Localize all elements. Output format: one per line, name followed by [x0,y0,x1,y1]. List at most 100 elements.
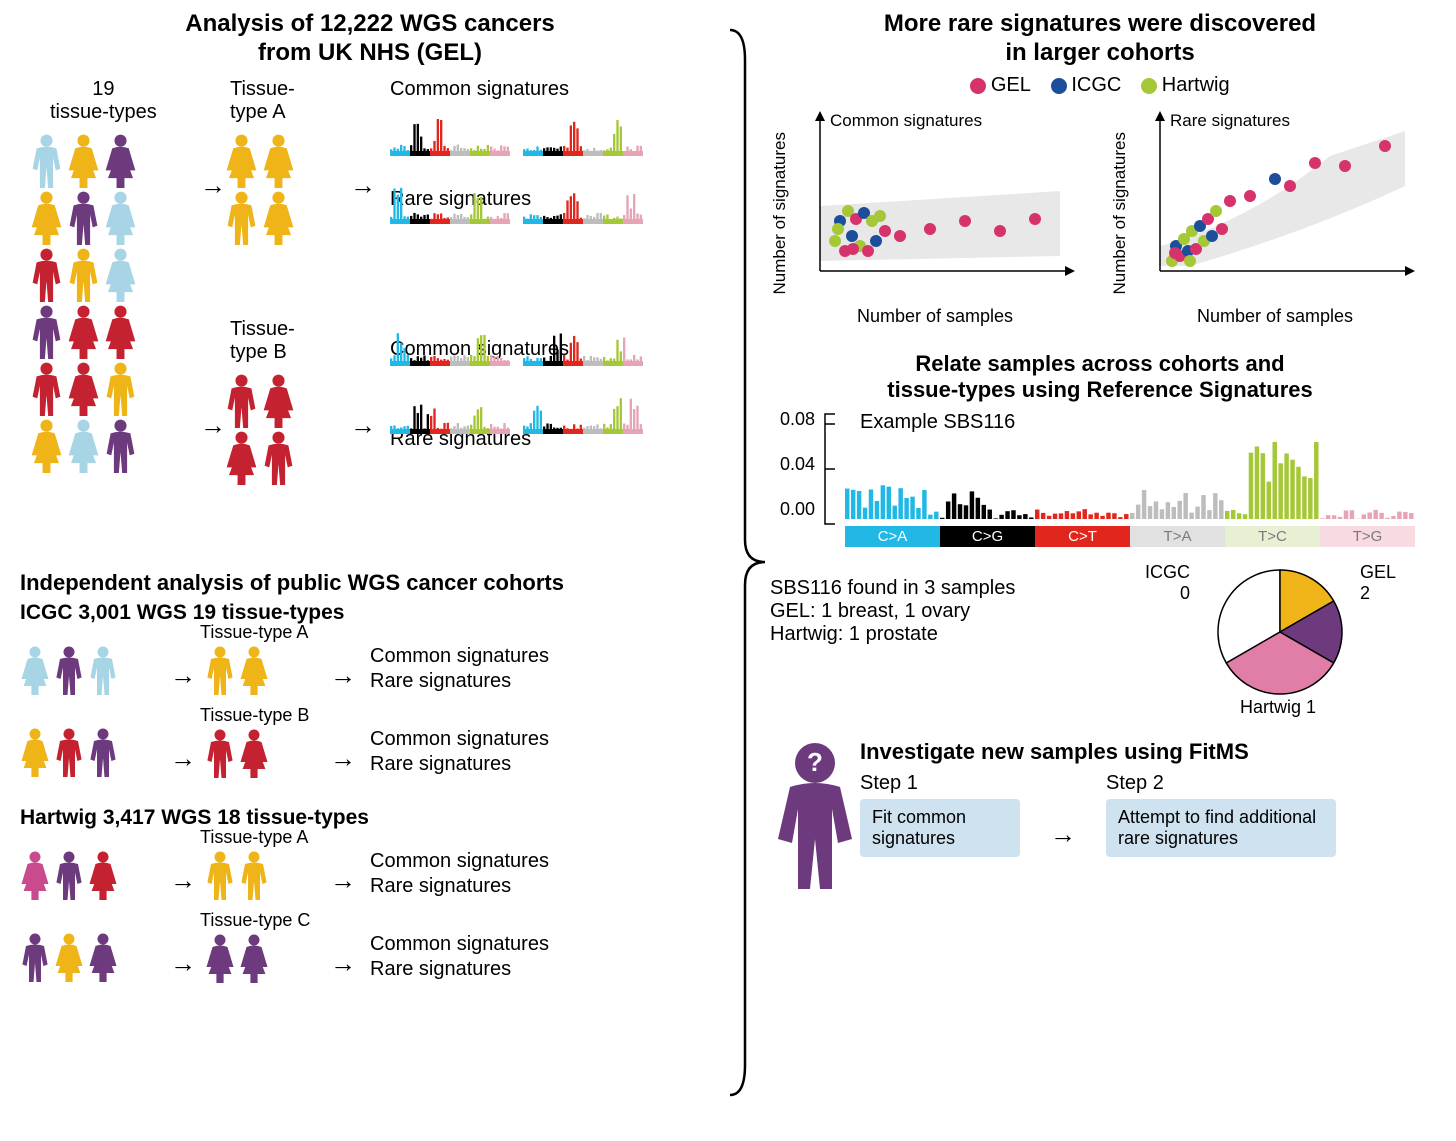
person-icon [88,645,118,695]
signature-mini-chart [523,123,643,161]
signature-mini-chart [390,123,510,161]
person-icon [20,645,50,695]
person-icon [20,727,50,777]
signature-mini-chart [523,191,643,229]
person-icon [88,932,118,982]
arrow-icon: → [330,660,356,691]
arrow-icon: → [170,660,196,691]
person-icon [30,247,63,302]
person-icon [205,728,235,778]
rel-title-l2: tissue-types using Reference Signatures [887,377,1312,402]
ylabel-2: Number of signatures [1110,132,1130,295]
common-label-1: Common signatures [390,78,569,101]
person-icon [67,190,100,245]
question-person-icon: ? [770,739,860,889]
arrow-icon: → [200,410,226,441]
xlabel-1: Number of samples [790,306,1080,327]
svg-text:?: ? [807,747,823,777]
left-title-l2: from UK NHS (GEL) [258,39,482,66]
ytick: 0.08 [770,409,815,454]
ytick: 0.04 [770,454,815,499]
person-icon [30,133,63,188]
tissueB-label: Tissue- type B [230,318,295,364]
arrow-icon: → [330,743,356,774]
mutation-type-block: C>A [845,526,940,547]
relate-title: Relate samples across cohorts and tissue… [770,351,1430,404]
signature-mini-chart [523,333,643,371]
person-icon [225,133,258,188]
arrow-icon: → [200,170,226,201]
person-icon [239,850,269,900]
person-icon [104,133,137,188]
person-icon [104,418,137,473]
person-icon [20,932,50,982]
person-icon [239,933,269,983]
person-icon [88,727,118,777]
signature-mini-chart [390,191,510,229]
step2-box: Attempt to find additional rare signatur… [1106,799,1336,857]
arrow-icon: → [170,948,196,979]
signature-mini-chart [390,333,510,371]
person-icon [225,373,258,428]
person-icon [239,728,269,778]
person-icon [67,247,100,302]
rel-title-l1: Relate samples across cohorts and [915,351,1284,376]
person-icon [20,850,50,900]
scatter-legend: GEL ICGC Hartwig [770,74,1430,97]
pie-icgc-label: ICGC 0 [1145,562,1190,604]
person-icon [262,190,295,245]
person-icon [239,645,269,695]
tissue-19-label: 19 tissue-types [50,78,157,124]
left-title-l1: Analysis of 12,222 WGS cancers [185,10,555,37]
ttB-label: Tissue-type B [200,705,309,726]
person-icon [54,850,84,900]
person-icon [30,304,63,359]
signature-mini-chart [390,401,510,439]
sbs116-signature-chart [845,419,1415,524]
person-icon [30,190,63,245]
sbs-gel: GEL: 1 breast, 1 ovary [770,600,1130,623]
person-icon [67,133,100,188]
right-title-l2: in larger cohorts [1005,39,1194,66]
person-icon [262,373,295,428]
person-icon [225,430,258,485]
ttC-label: Tissue-type C [200,910,310,931]
person-icon [225,190,258,245]
person-icon [104,190,137,245]
right-title-l1: More rare signatures were discovered [884,10,1316,37]
mutation-type-block: T>A [1130,526,1225,547]
step1-label: Step 1 [860,772,1020,795]
person-icon [104,247,137,302]
sbs-hartwig: Hartwig: 1 prostate [770,623,1130,646]
rare-label: Rare signatures [370,753,511,776]
xlabel-2: Number of samples [1130,306,1420,327]
sbs116-pie-chart [1200,557,1360,707]
icgc-title: ICGC 3,001 WGS 19 tissue-types [20,600,720,625]
ttA-label-2: Tissue-type A [200,827,308,848]
person-icon [30,361,63,416]
person-icon [262,430,295,485]
step1-box: Fit common signatures [860,799,1020,857]
arrow-icon: → [350,410,376,441]
arrow-icon: → [170,743,196,774]
pie-hartwig-label: Hartwig 1 [1240,697,1316,718]
common-label: Common signatures [370,850,549,873]
mutation-type-block: C>G [940,526,1035,547]
common-label: Common signatures [370,645,549,668]
person-icon [104,361,137,416]
scatter-rare: Rare signatures [1130,101,1420,301]
arrow-icon: → [330,948,356,979]
person-icon [54,645,84,695]
mutation-type-block: T>G [1320,526,1415,547]
sbs-found: SBS116 found in 3 samples [770,577,1130,600]
right-title: More rare signatures were discovered in … [770,10,1430,68]
person-icon [67,418,100,473]
axis-bracket [820,409,840,529]
divider-brace [720,20,770,1105]
common-label: Common signatures [370,933,549,956]
svg-text:Rare signatures: Rare signatures [1170,111,1290,130]
person-icon [67,361,100,416]
hartwig-title: Hartwig 3,417 WGS 18 tissue-types [20,805,720,830]
mutation-type-block: C>T [1035,526,1130,547]
rare-label: Rare signatures [370,958,511,981]
